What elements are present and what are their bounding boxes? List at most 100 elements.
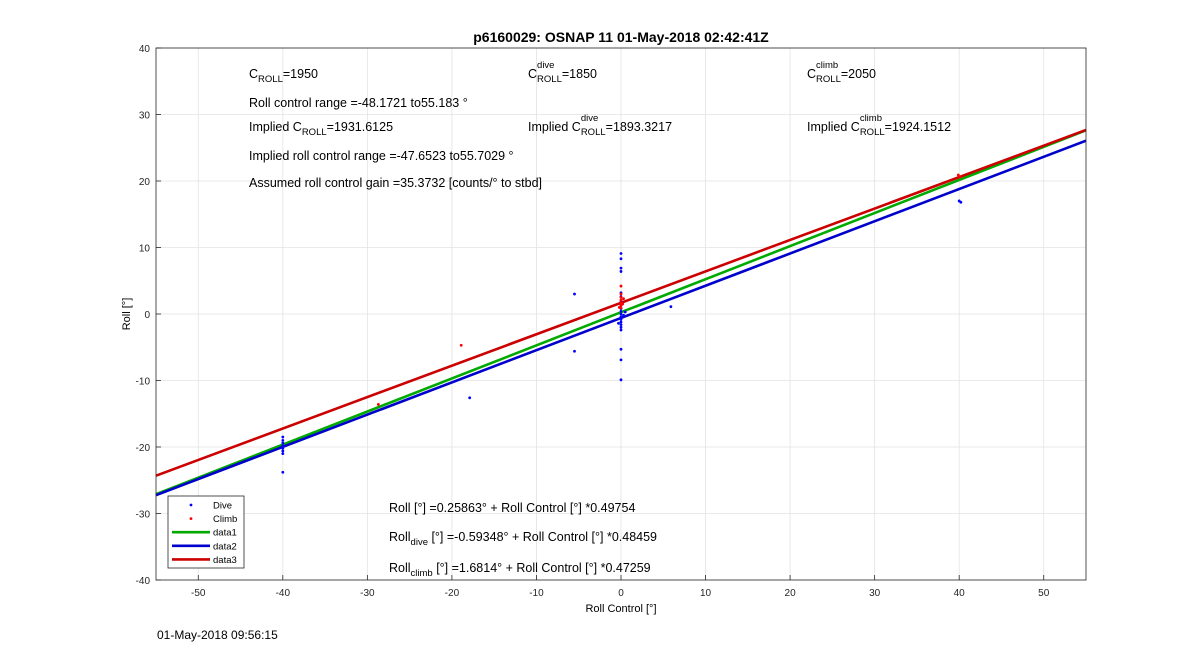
annotation-subscript: ROLL xyxy=(301,127,327,138)
y-axis-label: Roll [°] xyxy=(121,298,133,331)
annotation-prefix: Implied xyxy=(528,120,572,134)
point-dive xyxy=(959,200,963,204)
point-climb xyxy=(622,297,625,301)
annotation-subscript: climb xyxy=(410,568,433,579)
y-tick-label: 20 xyxy=(139,177,151,188)
x-tick-label: -50 xyxy=(191,588,206,599)
annotation-prefix: Implied xyxy=(807,120,851,134)
annotation-symbol: C xyxy=(807,67,817,81)
point-climb xyxy=(956,173,960,177)
y-tick-label: -40 xyxy=(136,576,151,587)
point-climb xyxy=(619,295,623,299)
annotation-superscript: climb xyxy=(859,113,882,124)
point-climb xyxy=(459,343,463,347)
point-dive xyxy=(619,315,623,319)
annotation-symbol: C xyxy=(528,67,538,81)
chart-title: p6160029: OSNAP 11 01-May-2018 02:42:41Z xyxy=(473,29,769,45)
legend-label: data1 xyxy=(213,528,237,539)
annotation-symbol: C xyxy=(249,67,259,81)
point-dive xyxy=(617,321,620,325)
point-dive xyxy=(281,470,285,474)
point-climb xyxy=(376,403,380,406)
annotation: Rolldive [°] =-0.59348° + Roll Control [… xyxy=(389,530,658,548)
annotation-superscript: dive xyxy=(537,60,555,71)
annotation-text: =1893.3217 xyxy=(605,120,673,134)
annotation-text: [°] =-0.59348° + Roll Control [°] *0.484… xyxy=(427,530,658,544)
annotation: Roll control range =-48.1721 to55.183 ° xyxy=(249,97,468,110)
point-climb xyxy=(619,292,623,296)
y-tick-label: -20 xyxy=(136,443,151,454)
point-dive xyxy=(281,452,285,456)
point-climb xyxy=(619,298,623,302)
annotation-subscript: ROLL xyxy=(816,74,841,85)
legend-label: Climb xyxy=(213,514,237,525)
point-dive xyxy=(669,305,673,309)
annotation-text: Implied roll control range =-47.6523 to5… xyxy=(249,149,514,163)
annotation-text: =1931.6125 xyxy=(326,120,394,134)
point-dive xyxy=(619,270,623,273)
point-dive xyxy=(468,396,472,400)
annotation: Roll [°] =0.25863° + Roll Control [°] *0… xyxy=(389,502,635,515)
point-dive xyxy=(619,323,623,327)
annotation-superscript: climb xyxy=(816,60,839,71)
x-tick-label: -30 xyxy=(360,588,375,599)
annotation-text: =2050 xyxy=(840,67,876,81)
annotation-text: =1950 xyxy=(282,67,318,81)
point-dive xyxy=(619,325,623,329)
x-tick-label: -10 xyxy=(529,588,544,599)
point-dive xyxy=(281,435,285,439)
point-climb xyxy=(621,302,625,306)
tick-labels: -50 -40 -30 -20 -10 0 10 20 30 40 50 40 30 20 10 0 -10 -2… xyxy=(136,44,1050,599)
y-tick-label: 10 xyxy=(139,244,151,255)
x-tick-label: 10 xyxy=(700,588,712,599)
legend-marker xyxy=(189,503,193,507)
annotation-subscript: ROLL xyxy=(258,74,283,85)
point-dive xyxy=(619,378,623,382)
x-tick-label: -40 xyxy=(276,588,291,599)
point-dive xyxy=(619,312,623,316)
point-dive xyxy=(281,441,285,445)
annotation-subscript: ROLL xyxy=(859,127,885,138)
point-dive xyxy=(619,347,623,351)
y-tick-label: 40 xyxy=(139,44,151,55)
point-dive xyxy=(619,320,623,324)
point-dive xyxy=(281,449,285,453)
point-dive xyxy=(619,252,623,255)
annotation-subscript: dive xyxy=(410,537,428,548)
timestamp: 01-May-2018 09:56:15 xyxy=(157,628,278,642)
point-dive xyxy=(619,266,623,270)
point-dive xyxy=(619,309,623,313)
point-climb xyxy=(958,175,962,179)
annotation-symbol: Roll xyxy=(389,530,411,544)
annotation: Implied roll control range =-47.6523 to5… xyxy=(249,150,514,163)
x-axis-label: Roll Control [°] xyxy=(585,603,656,615)
point-dive xyxy=(281,444,285,448)
point-dive xyxy=(619,317,623,321)
legend-label: data2 xyxy=(213,541,237,552)
annotation-text: =1924.1512 xyxy=(884,120,952,134)
y-tick-label: -30 xyxy=(136,510,151,521)
x-tick-label: -20 xyxy=(445,588,460,599)
y-tick-label: -10 xyxy=(136,377,151,388)
point-climb xyxy=(619,284,623,288)
point-dive xyxy=(619,257,623,261)
point-dive xyxy=(619,358,623,362)
y-tick-label: 0 xyxy=(144,310,150,321)
point-dive xyxy=(573,349,576,353)
point-dive xyxy=(281,446,285,450)
annotation-symbol: C xyxy=(850,120,860,134)
x-tick-label: 20 xyxy=(785,588,797,599)
annotation-symbol: C xyxy=(571,120,581,134)
annotation-text: Roll [°] =0.25863° + Roll Control [°] *0… xyxy=(389,501,636,515)
annotation-superscript: dive xyxy=(580,113,599,124)
annotation: Implied CROLL=1931.6125 xyxy=(249,120,394,138)
legend-label: data3 xyxy=(213,555,237,566)
x-tick-label: 50 xyxy=(1038,588,1050,599)
annotation: Assumed roll control gain =35.3732 [coun… xyxy=(249,177,542,190)
annotation-subscript: ROLL xyxy=(537,74,562,85)
